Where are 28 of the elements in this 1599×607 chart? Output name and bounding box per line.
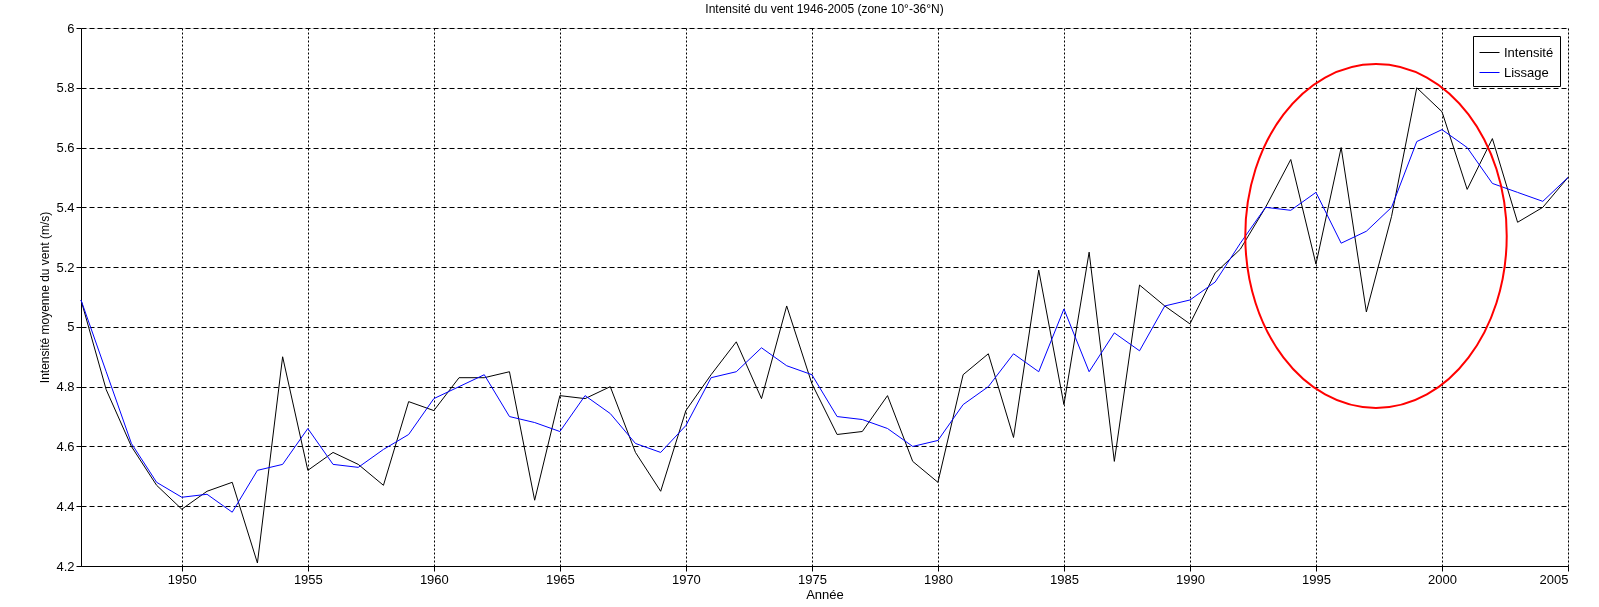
y-tick-label: 5.6 (56, 140, 75, 156)
x-tick-label: 2000 (1428, 571, 1457, 587)
y-axis-title: Intensité moyenne du vent (m/s) (38, 211, 53, 384)
x-tick-label: 2005 (1539, 571, 1569, 587)
x-tick-label: 1980 (923, 571, 953, 587)
y-tick-label: 4.2 (56, 558, 75, 574)
y-tick-label: 4.4 (56, 498, 75, 514)
x-tick-label: 1965 (545, 571, 575, 587)
y-tick-label: 5 (67, 319, 75, 335)
y-tick-label: 6 (67, 20, 75, 36)
x-axis-title: Année (806, 586, 844, 602)
x-tick-label: 1970 (671, 571, 701, 587)
chart-title: Intensité du vent 1946-2005 (zone 10°-36°N) (705, 2, 944, 16)
x-tick-label: 1955 (293, 571, 323, 587)
y-tick-label: 4.6 (56, 438, 75, 454)
y-tick-label: 5.4 (56, 199, 75, 215)
y-tick-label: 5.2 (56, 259, 75, 275)
x-tick-label: 1995 (1302, 571, 1331, 587)
x-tick-label: 1960 (419, 571, 449, 587)
line-series (80, 129, 1569, 513)
x-tick-label: 1950 (167, 571, 197, 587)
y-tick-label: 4.8 (56, 379, 75, 395)
x-tick-label: 1990 (1175, 571, 1205, 587)
legend-label: Lissage (1504, 64, 1549, 80)
x-tick-label: 1985 (1049, 571, 1079, 587)
x-tick-label: 1975 (797, 571, 827, 587)
legend-label: Intensité (1504, 44, 1554, 60)
y-tick-label: 5.8 (56, 80, 75, 96)
